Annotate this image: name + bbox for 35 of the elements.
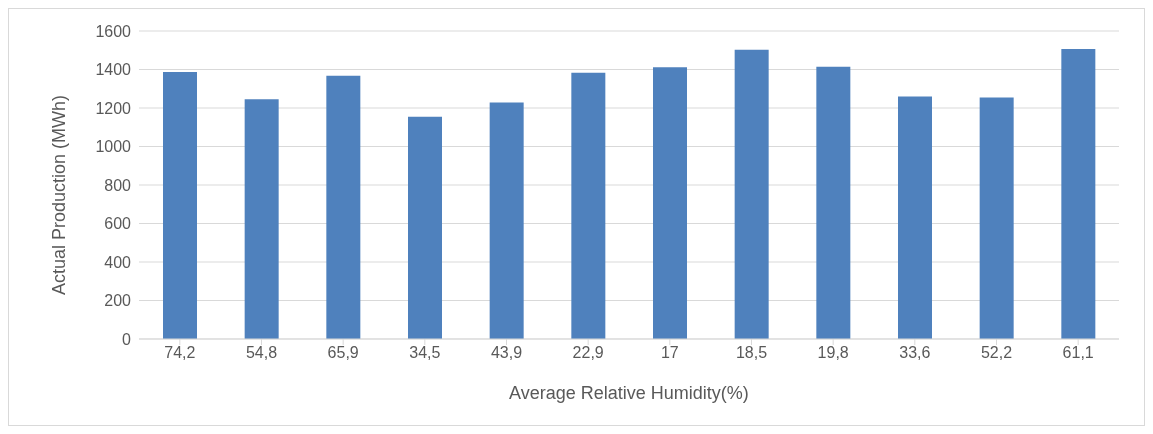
bar xyxy=(408,116,442,339)
y-tick-label: 800 xyxy=(104,176,132,194)
x-tick-label: 65,9 xyxy=(327,344,359,362)
x-tick-label: 19,8 xyxy=(817,344,849,362)
y-tick-label: 600 xyxy=(104,215,132,233)
y-tick-label: 0 xyxy=(122,330,132,348)
bar xyxy=(163,72,197,339)
x-tick-label: 43,9 xyxy=(490,344,523,362)
x-tick-label: 61,1 xyxy=(1062,344,1094,362)
bar xyxy=(326,75,361,339)
x-tick-label: 34,5 xyxy=(409,344,441,362)
y-axis-title: Actual Production (MWh) xyxy=(49,94,70,295)
bar xyxy=(979,97,1014,339)
x-axis-title: Average Relative Humidity(%) xyxy=(509,383,749,403)
y-tick-label: 1200 xyxy=(95,99,132,117)
y-tick-label: 1600 xyxy=(95,22,132,40)
bar xyxy=(816,66,851,339)
y-tick-label: 400 xyxy=(104,253,132,271)
y-tick-label: 200 xyxy=(104,292,132,310)
bar xyxy=(571,72,606,339)
y-tick-label: 1000 xyxy=(95,138,132,156)
bar xyxy=(653,67,687,339)
bar xyxy=(1061,48,1096,339)
bar xyxy=(898,96,932,339)
x-tick-label: 54,8 xyxy=(245,344,278,362)
bar xyxy=(489,102,524,339)
y-tick-label: 1400 xyxy=(95,61,132,79)
x-tick-label: 22,9 xyxy=(572,344,604,362)
x-tick-label: 52,2 xyxy=(980,344,1013,362)
x-tick-label: 74,2 xyxy=(164,344,196,362)
bar xyxy=(244,99,279,339)
x-tick-label: 33,6 xyxy=(899,344,931,362)
bar xyxy=(734,49,769,339)
x-tick-label: 17 xyxy=(660,344,679,362)
x-tick-label: 18,5 xyxy=(735,344,768,362)
